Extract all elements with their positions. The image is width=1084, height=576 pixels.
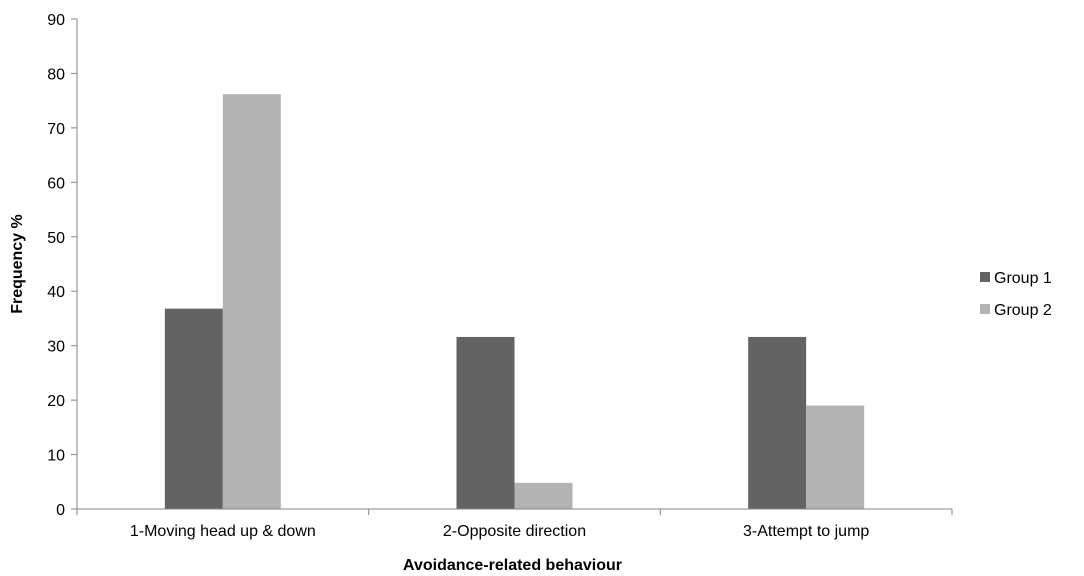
bar-group-1 bbox=[748, 336, 807, 509]
y-tick-label: 80 bbox=[47, 66, 65, 83]
bar-group-2 bbox=[806, 405, 865, 509]
x-tick-label: 2-Opposite direction bbox=[443, 523, 586, 540]
bar-group-1 bbox=[456, 336, 515, 509]
y-tick-label: 50 bbox=[47, 230, 65, 247]
bar-group-1 bbox=[164, 308, 223, 509]
bars bbox=[164, 94, 865, 509]
y-axis-title: Frequency % bbox=[9, 214, 26, 314]
y-tick-label: 10 bbox=[47, 448, 65, 465]
legend: Group 1 Group 2 bbox=[980, 270, 1052, 319]
y-tick-label: 40 bbox=[47, 284, 65, 301]
y-axis-ticks: 0 10 20 30 40 50 60 70 80 90 bbox=[47, 12, 77, 519]
x-tick-label: 1-Moving head up & down bbox=[130, 523, 316, 540]
x-axis-title: Avoidance-related behaviour bbox=[403, 557, 622, 574]
bar-group-2 bbox=[514, 482, 573, 509]
bar-group-2 bbox=[222, 94, 281, 509]
y-tick-label: 30 bbox=[47, 339, 65, 356]
x-tick-label: 3-Attempt to jump bbox=[743, 523, 869, 540]
legend-label: Group 2 bbox=[994, 302, 1052, 319]
y-tick-label: 90 bbox=[47, 12, 65, 29]
y-tick-label: 20 bbox=[47, 393, 65, 410]
x-axis-ticks: 1-Moving head up & down 2-Opposite direct… bbox=[76, 509, 953, 540]
y-tick-label: 60 bbox=[47, 175, 65, 192]
legend-swatch bbox=[980, 272, 990, 282]
y-tick-label: 70 bbox=[47, 121, 65, 138]
legend-swatch bbox=[980, 304, 990, 314]
y-tick-label: 0 bbox=[56, 502, 65, 519]
legend-label: Group 1 bbox=[994, 270, 1052, 287]
